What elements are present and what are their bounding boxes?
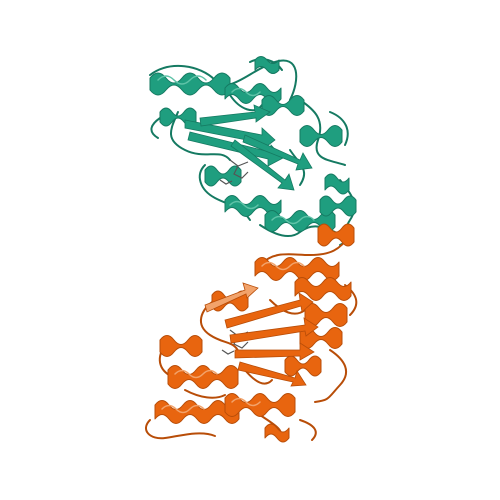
chain-b-sheet	[204, 282, 319, 387]
ligand-a	[219, 159, 249, 185]
chain-b	[145, 223, 358, 443]
chain-a-loops	[149, 58, 356, 246]
chain-a-highlights	[157, 75, 315, 225]
chain-a-sheet	[184, 104, 313, 191]
chain-a	[149, 56, 357, 246]
chain-b-highlights	[161, 261, 305, 414]
